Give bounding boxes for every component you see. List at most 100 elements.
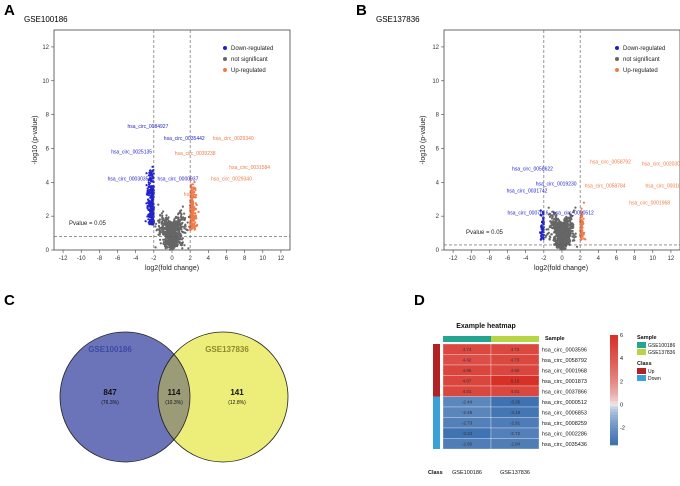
gene-annotation-label: hsa_circ_0058792 [590,160,631,166]
volcano-point [165,226,168,229]
volcano-point [164,221,167,224]
volcano-point [159,242,162,245]
volcano-point [567,240,570,243]
gene-annotation-label: hsa_circ_0031584 [229,165,270,171]
volcano-point [190,186,193,189]
volcano-point [542,238,545,241]
volcano-point [579,227,582,230]
volcano-point [539,238,543,241]
volcano-point [552,223,555,226]
volcano-point [148,169,152,172]
legend-class-title: Class [637,361,652,367]
volcano-point [574,206,577,209]
volcano-point [195,203,198,207]
volcano-point [158,227,161,230]
volcano-point [550,224,553,227]
volcano-point [150,187,153,190]
volcano-point [176,233,179,236]
volcano-point [548,215,552,218]
heatmap-cell-value: -2.84 [510,442,521,447]
volcano-point [568,233,571,236]
volcano-point [159,238,162,241]
volcano-point [160,220,163,224]
gene-annotation-label: hsa_circ_0000512 [553,211,594,217]
volcano-point [173,228,176,231]
legend-b-up: Up-regulated [623,68,658,74]
volcano-point [580,211,584,214]
volcano-a-legend: Down-regulated not significant Up-regula… [223,46,273,74]
legend-class-swatch-up [637,368,646,374]
volcano-point [150,178,153,181]
x-tick-label: 2 [578,256,582,262]
color-scale-segment [610,343,618,347]
volcano-point [580,233,584,236]
volcano-point [150,215,153,218]
volcano-point [160,228,163,231]
volcano-point [565,237,568,240]
volcano-point [190,204,193,207]
color-scale-segment [610,414,618,418]
volcano-point [569,216,573,219]
color-scale-segment [610,365,618,369]
volcano-point [186,221,189,224]
volcano-point [540,233,543,236]
color-scale-segment [610,434,618,438]
volcano-point [179,210,182,213]
class-annotation-cell [433,354,440,365]
venn-intersection-pct: (10.3%) [165,400,183,406]
volcano-point [163,226,166,229]
volcano-point [165,214,168,217]
color-scale-segment [610,368,618,372]
color-scale-segment [610,381,618,385]
volcano-point [147,218,150,221]
heatmap-title: Example heatmap [456,323,516,330]
heatmap-class-axis-label: Class [428,470,443,476]
class-annotation-cell [433,375,440,386]
volcano-point [165,243,168,246]
volcano-point [148,192,151,195]
volcano-point [569,222,572,225]
volcano-point [579,216,582,220]
color-scale-segment [610,420,618,424]
venn-intersection [157,353,191,441]
volcano-point [162,242,165,245]
volcano-point [196,223,199,226]
volcano-point [169,246,173,249]
volcano-point [159,214,162,217]
volcano-point [554,212,557,215]
volcano-point [169,240,173,243]
volcano-point [559,224,562,227]
heatmap-column-label: GSE137836 [500,470,530,476]
volcano-point [573,234,576,237]
x-tick-label: 0 [560,256,564,262]
y-tick-label: 12 [432,45,439,51]
volcano-point [183,227,186,230]
volcano-point [556,229,559,232]
volcano-point [148,205,151,208]
volcano-point [170,244,173,247]
volcano-point [549,236,552,239]
volcano-point [189,228,192,231]
volcano-point [155,229,158,232]
color-scale-segment [610,395,618,399]
volcano-point [161,214,164,217]
color-scale-segment [610,379,618,383]
color-scale-segment [610,337,618,341]
volcano-point [560,236,563,239]
volcano-point [180,216,183,219]
color-scale-segment [610,417,618,421]
volcano-point [147,179,150,182]
volcano-point [172,225,175,228]
volcano-point [146,191,149,194]
volcano-point [174,239,177,242]
volcano-point [150,207,153,211]
venn-intersection-count: 114 [168,388,181,397]
volcano-point [149,176,152,179]
volcano-point [175,225,178,228]
color-scale-tick: 2 [620,379,623,385]
y-tick-label: 2 [436,214,440,220]
volcano-point [545,228,548,231]
volcano-point [190,216,193,219]
volcano-point [169,237,172,240]
volcano-a-frame [53,29,291,251]
